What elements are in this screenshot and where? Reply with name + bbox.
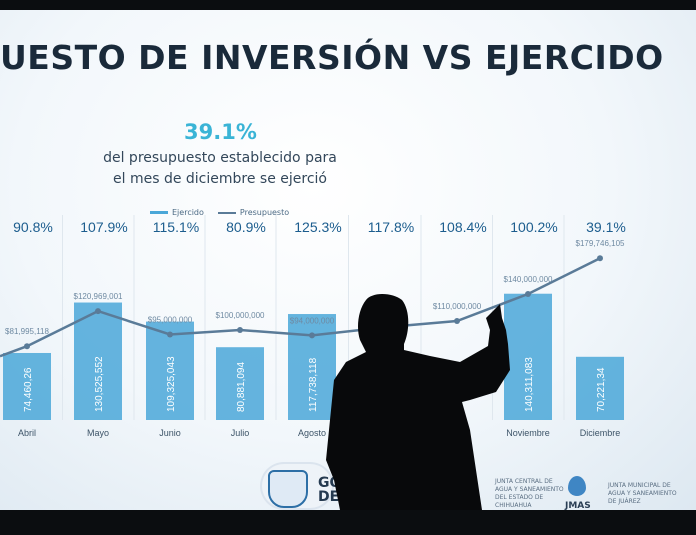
presupuesto-point: [454, 318, 460, 324]
bar-value-label: 74,460,26: [23, 367, 34, 412]
presenter-figure: [326, 294, 510, 510]
presupuesto-point: [95, 308, 101, 315]
presupuesto-point: [597, 255, 603, 262]
presupuesto-value-label: $94,000,000: [290, 316, 335, 325]
presupuesto-value-label: $81,995,118: [5, 327, 49, 336]
bar-ejercido: [3, 352, 51, 420]
bar-value-label: 80,881,094: [236, 362, 247, 412]
highlight-percent: 39.1%: [184, 120, 257, 144]
water-drop-icon: [568, 476, 586, 496]
month-label: Diciembre: [580, 428, 621, 438]
month-label: Agosto: [298, 428, 326, 438]
presupuesto-value-label: $179,746,105: [576, 239, 625, 248]
presupuesto-point: [24, 343, 30, 350]
jmas-logo-text: JMAS: [565, 501, 591, 510]
bar-value-label: 109,325,043: [166, 356, 177, 412]
subtitle-line-2: el mes de diciembre se ejerció: [113, 171, 327, 187]
chart-legend: Ejercido Presupuesto: [150, 208, 289, 217]
presupuesto-value-label: $110,000,000: [433, 302, 482, 311]
percent-label: 90.8%: [13, 219, 53, 235]
bar-ejercido: [74, 302, 122, 420]
month-label: Abril: [18, 428, 36, 438]
month-label: Junio: [159, 428, 181, 438]
bar-ejercido: [146, 321, 194, 420]
junta-municipal-text: JUNTA MUNICIPAL DE AGUA Y SANEAMIENTO DE…: [608, 482, 677, 505]
bar-ejercido: [288, 314, 336, 420]
presupuesto-point: [309, 332, 315, 339]
presupuesto-point: [237, 327, 243, 333]
percent-label: 80.9%: [226, 219, 266, 235]
shield-icon: [268, 470, 308, 508]
bar-ejercido: [216, 347, 264, 420]
bar-ejercido: [576, 356, 624, 420]
bar-value-label: 70,221,34: [596, 367, 607, 412]
floor: [0, 510, 696, 535]
percent-label: 125.3%: [294, 219, 341, 235]
presupuesto-value-label: $95,000,000: [148, 316, 193, 325]
percent-label: 117.8%: [368, 219, 414, 235]
percent-label: 39.1%: [586, 219, 626, 235]
slide-subtitle: del presupuesto establecido para el mes …: [95, 148, 345, 190]
month-label: Noviembre: [506, 428, 550, 438]
percent-label: 107.9%: [80, 219, 127, 235]
percent-label: 115.1%: [153, 219, 199, 235]
bar-value-label: 130,525,552: [94, 356, 105, 412]
bar-value-label: 117,738,118: [308, 357, 319, 412]
bar-ejercido: [504, 293, 552, 420]
percent-label: 100.2%: [510, 219, 557, 235]
presupuesto-point: [167, 331, 173, 338]
presupuesto-value-label: $120,969,001: [74, 292, 123, 301]
bar-value-label: 140,311,083: [524, 357, 535, 412]
legend-ejercido: Ejercido: [150, 208, 204, 217]
percent-label: 108.4%: [439, 219, 486, 235]
month-label: Mayo: [87, 428, 109, 438]
subtitle-line-1: del presupuesto establecido para: [103, 150, 337, 166]
presupuesto-point: [525, 291, 531, 297]
slide-title: UESTO DE INVERSIÓN VS EJERCIDO: [0, 38, 664, 77]
presupuesto-value-label: $140,000,000: [504, 275, 553, 284]
month-label: Julio: [231, 428, 250, 438]
presupuesto-line: [0, 257, 601, 358]
presupuesto-value-label: $100,000,000: [216, 311, 265, 320]
junta-central-text: JUNTA CENTRAL DE AGUA Y SANEAMIENTO DEL …: [495, 478, 564, 509]
legend-presupuesto: Presupuesto: [217, 208, 289, 217]
